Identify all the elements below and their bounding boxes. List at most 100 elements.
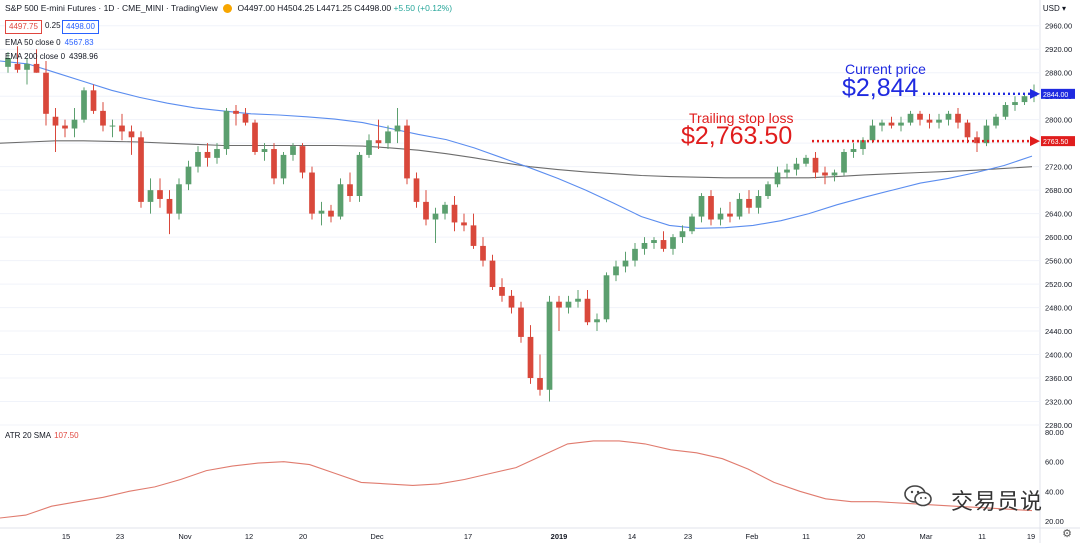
watermark-text: 交易员说 bbox=[950, 489, 1043, 514]
candle-body bbox=[717, 213, 724, 220]
candle-body bbox=[204, 151, 211, 158]
last-price-tag-text: 2844.00 bbox=[1043, 92, 1068, 99]
candle-body bbox=[90, 90, 97, 111]
atr-line bbox=[0, 440, 1033, 519]
candle-body bbox=[641, 242, 648, 249]
candle-body bbox=[746, 198, 752, 208]
candle-body bbox=[774, 172, 781, 185]
price-tick-label: 2400.00 bbox=[1045, 351, 1072, 360]
time-tick-label: 20 bbox=[299, 532, 307, 541]
ema50-legend[interactable]: EMA 50 close 0 4567.83 bbox=[5, 38, 94, 47]
currency-text: USD bbox=[1042, 4, 1060, 13]
candle-body bbox=[299, 146, 306, 173]
price-tick-label: 2680.00 bbox=[1045, 186, 1072, 195]
chart-header: S&P 500 E-mini Futures · 1D · CME_MINI ·… bbox=[5, 3, 452, 14]
candle-body bbox=[413, 178, 420, 202]
candle-body bbox=[166, 198, 173, 214]
candle-body bbox=[71, 119, 78, 129]
candles bbox=[5, 46, 1037, 402]
candle-body bbox=[157, 190, 163, 199]
ema50-legend-label: EMA 50 close 0 bbox=[5, 38, 61, 47]
atr-tick-label: 20.00 bbox=[1045, 517, 1064, 526]
candle-body bbox=[280, 154, 287, 179]
candle-body bbox=[242, 113, 249, 123]
candle-body bbox=[309, 172, 315, 214]
price-tick-label: 2800.00 bbox=[1045, 116, 1072, 125]
candle-body bbox=[1002, 105, 1009, 117]
candle-body bbox=[822, 172, 828, 176]
annotation-arrows bbox=[812, 88, 1040, 147]
buy-quote[interactable]: 4498.00 bbox=[62, 20, 99, 34]
candle-body bbox=[508, 295, 515, 308]
time-tick-label: 11 bbox=[802, 532, 810, 541]
candle-body bbox=[138, 137, 144, 202]
candle-body bbox=[1021, 96, 1028, 103]
candle-body bbox=[660, 240, 667, 249]
atr-legend[interactable]: ATR 20 SMA 107.50 bbox=[5, 431, 79, 440]
tradingview-dot-icon bbox=[223, 4, 233, 14]
candle-body bbox=[223, 110, 230, 150]
time-tick-label: Feb bbox=[746, 532, 759, 541]
candle-body bbox=[480, 245, 486, 261]
candle-body bbox=[461, 222, 467, 226]
candle-body bbox=[793, 163, 800, 170]
ema200-legend[interactable]: EMA 200 close 0 4398.96 bbox=[5, 52, 98, 61]
symbol-title[interactable]: S&P 500 E-mini Futures · 1D · CME_MINI ·… bbox=[5, 3, 218, 13]
candle-body bbox=[936, 119, 942, 123]
candle-body bbox=[119, 125, 125, 132]
ema50-line bbox=[0, 60, 1033, 229]
candle-body bbox=[926, 119, 933, 123]
candle-body bbox=[404, 125, 410, 179]
candle-body bbox=[385, 131, 391, 144]
candle-body bbox=[831, 172, 838, 176]
time-tick-label: 19 bbox=[1027, 532, 1035, 541]
candle-body bbox=[337, 184, 344, 217]
time-tick-label: 15 bbox=[62, 532, 70, 541]
time-tick-label: 12 bbox=[245, 532, 253, 541]
candle-body bbox=[347, 184, 353, 197]
candle-body bbox=[537, 378, 543, 390]
candle-body bbox=[423, 201, 429, 220]
sell-quote[interactable]: 4497.75 bbox=[5, 20, 42, 34]
candle-body bbox=[518, 307, 524, 337]
price-axis[interactable]: 2960.002920.002880.002840.002800.002760.… bbox=[1041, 22, 1075, 526]
ema200-line bbox=[0, 140, 1033, 179]
candle-body bbox=[451, 204, 458, 223]
time-axis[interactable]: 15 23 Nov 12 20 Dec 17 2019 14 23 Feb 11 20 Mar 11 19 bbox=[62, 532, 1035, 541]
candle-body bbox=[670, 237, 676, 249]
last-price-tag bbox=[1041, 88, 1075, 99]
candle-body bbox=[993, 116, 999, 126]
trailing-stop-caption: Trailing stop loss bbox=[689, 110, 794, 126]
candle-body bbox=[128, 131, 135, 138]
currency-label[interactable]: USD ▾ bbox=[1042, 4, 1066, 13]
candle-body bbox=[470, 225, 477, 246]
time-tick-label: 2019 bbox=[551, 532, 568, 541]
candle-body bbox=[14, 63, 21, 70]
atr-tick-label: 80.00 bbox=[1045, 428, 1064, 437]
settings-gear-icon[interactable]: ⚙ bbox=[1062, 528, 1072, 540]
ema200-path bbox=[0, 140, 1033, 179]
candle-body bbox=[527, 336, 534, 379]
atr-legend-value: 107.50 bbox=[54, 431, 79, 440]
price-tick-label: 2440.00 bbox=[1045, 327, 1072, 336]
price-tick-label: 2880.00 bbox=[1045, 69, 1072, 78]
candle-body bbox=[945, 113, 952, 120]
candle-body bbox=[366, 140, 372, 155]
candle-body bbox=[81, 90, 87, 120]
time-tick-label: 14 bbox=[628, 532, 636, 541]
candle-body bbox=[850, 149, 857, 152]
candle-body bbox=[556, 301, 562, 308]
candle-body bbox=[546, 301, 553, 390]
atr-legend-label: ATR 20 SMA bbox=[5, 431, 52, 440]
candle-body bbox=[1012, 102, 1018, 106]
atr-tick-label: 60.00 bbox=[1045, 458, 1064, 467]
candle-body bbox=[879, 122, 885, 126]
candle-body bbox=[812, 157, 819, 173]
candle-body bbox=[147, 190, 154, 202]
candle-body bbox=[584, 298, 591, 323]
candle-body bbox=[679, 231, 686, 238]
time-tick-label: 23 bbox=[116, 532, 124, 541]
candle-body bbox=[869, 125, 876, 141]
price-tick-label: 2280.00 bbox=[1045, 421, 1072, 430]
